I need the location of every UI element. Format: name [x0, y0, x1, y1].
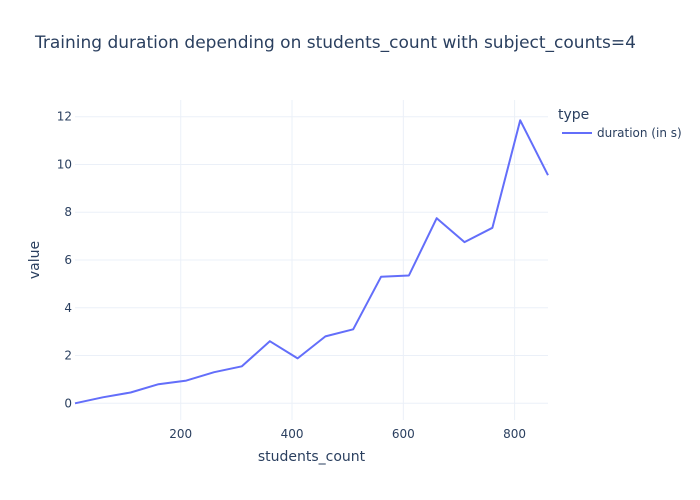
tick-layer: 200 400 600 800 0 2 4 6 8 10 12 — [57, 110, 526, 441]
y-tick-label: 0 — [64, 396, 72, 410]
y-tick-label: 8 — [64, 205, 72, 219]
x-tick-label: 600 — [392, 427, 415, 441]
y-tick-label: 10 — [57, 157, 72, 171]
y-tick-label: 6 — [64, 253, 72, 267]
plot-layer — [74, 119, 549, 405]
x-tick-label: 400 — [281, 427, 304, 441]
legend[interactable]: type duration (in s) — [558, 107, 682, 140]
legend-item-label: duration (in s) — [597, 126, 682, 140]
y-tick-label: 12 — [57, 110, 72, 124]
series-line — [74, 119, 549, 405]
y-axis-title: value — [27, 241, 43, 279]
x-tick-label: 200 — [169, 427, 192, 441]
y-tick-label: 2 — [64, 349, 72, 363]
y-tick-label: 4 — [64, 301, 72, 315]
chart-title: Training duration depending on students_… — [35, 33, 636, 53]
legend-title: type — [558, 107, 589, 123]
grid-layer — [75, 100, 548, 420]
x-tick-label: 800 — [503, 427, 526, 441]
x-axis-title: students_count — [258, 449, 366, 465]
